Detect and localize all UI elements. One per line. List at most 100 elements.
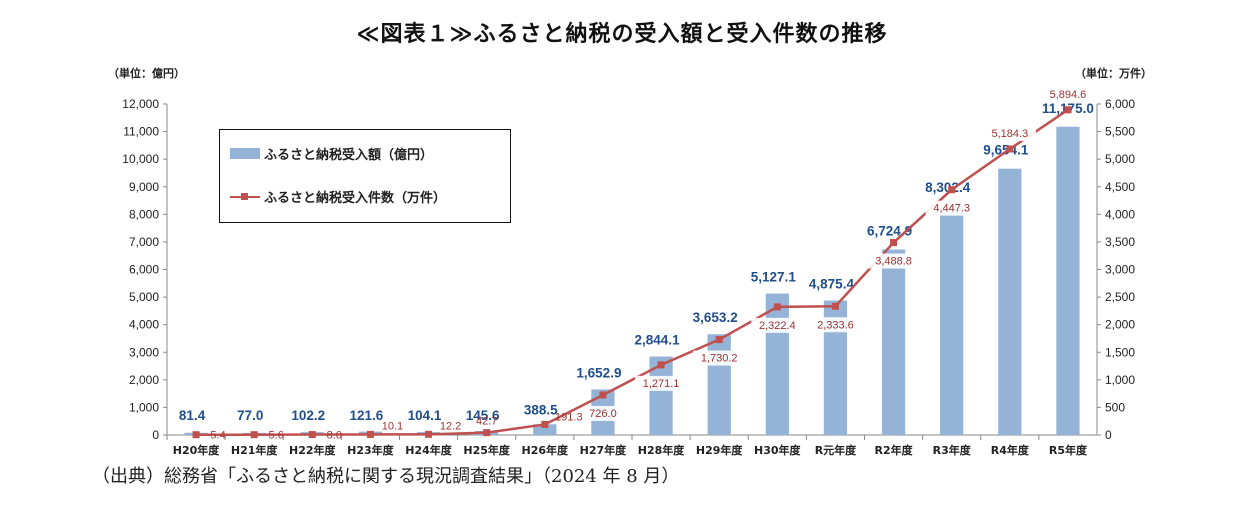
y-right-tick-label: 0 (1105, 428, 1112, 442)
bar (823, 300, 848, 435)
bar-value-label: 388.5 (524, 402, 558, 417)
legend-label-count: ふるさと納税受入件数（万件） (264, 191, 447, 206)
bar-value-label: 5,127.1 (751, 270, 797, 285)
y-left-tick-label: 4,000 (129, 318, 159, 332)
line-value-label: 726.0 (589, 408, 617, 420)
y-left-tick-label: 6,000 (129, 263, 159, 277)
line-value-label-bg (583, 405, 623, 421)
count-marker (541, 420, 549, 428)
bar-value-label: 1,652.9 (576, 365, 621, 380)
bar-value-label: 102.2 (291, 408, 325, 423)
y-left-tick-label: 11,000 (123, 125, 159, 139)
bar (707, 334, 731, 435)
line-value-label: 3,488.8 (875, 256, 912, 268)
line-value-label: 10.1 (382, 420, 403, 432)
y-left-tick-label: 8,000 (129, 207, 159, 221)
y-right-tick-label: 3,000 (1105, 263, 1135, 277)
x-tick-label: H21年度 (231, 443, 279, 457)
y-left-tick-label: 10,000 (122, 152, 159, 166)
line-value-label-bg (925, 200, 978, 216)
chart-title: ≪図表１≫ふるさと納税の受入額と受入件数の推移 (356, 22, 888, 47)
legend-bar-swatch (230, 148, 260, 159)
y-right-tick-label: 1,000 (1105, 373, 1135, 387)
y-right-unit-label: （単位：万件） (1075, 66, 1152, 80)
x-tick-label: H29年度 (696, 443, 744, 457)
count-marker (192, 431, 200, 439)
y-left-tick-label: 9,000 (129, 180, 159, 194)
line-value-label: 42.7 (476, 416, 497, 428)
y-right-tick-label: 1,500 (1105, 345, 1135, 359)
x-tick-label: R元年度 (815, 443, 857, 457)
legend-label-amount: ふるさと納税受入額（億円） (264, 148, 434, 163)
y-right-tick-label: 6,000 (1105, 97, 1135, 111)
count-marker (599, 391, 607, 399)
bar-value-label: 121.6 (350, 408, 384, 423)
y-left-tick-label: 2,000 (129, 373, 159, 387)
bar (940, 205, 964, 435)
y-left-tick-label: 1,000 (129, 400, 159, 414)
count-marker (890, 239, 898, 247)
line-value-label: 5.6 (269, 430, 284, 442)
x-tick-label: H28年度 (638, 443, 686, 457)
count-marker (1064, 106, 1072, 114)
y-right-tick-label: 4,500 (1105, 180, 1135, 194)
x-tick-label: R5年度 (1049, 443, 1088, 457)
x-tick-label: H26年度 (522, 443, 570, 457)
line-value-label: 5,894.6 (1050, 89, 1087, 101)
line-value-label: 8.0 (327, 430, 342, 442)
y-right-tick-label: 5,000 (1105, 152, 1135, 166)
tick-labels: （単位：億円） （単位：万件） 0 1,000 2,000 3,000 4,000 5,000… (108, 66, 1152, 457)
y-left-unit-label: （単位：億円） (108, 66, 185, 80)
y-left-tick-label: 7,000 (129, 235, 159, 249)
y-left-tick-label: 3,000 (129, 345, 159, 359)
legend-item-count: ふるさと納税受入件数（万件） (230, 187, 446, 206)
bar (533, 424, 557, 435)
legend-item-amount: ふるさと納税受入額（億円） (230, 144, 433, 163)
x-tick-label: H20年度 (173, 443, 221, 457)
x-tick-label: H24年度 (405, 443, 453, 457)
line-series (192, 106, 1072, 439)
y-right-tick-label: 3,500 (1105, 235, 1135, 249)
x-tick-label: H30年度 (754, 443, 802, 457)
x-tick-label: H23年度 (347, 443, 395, 457)
x-tick-label: H22年度 (289, 443, 337, 457)
x-tick-label: H27年度 (580, 443, 628, 457)
line-value-label: 5.4 (210, 430, 225, 442)
bar-value-label: 104.1 (408, 408, 442, 423)
count-marker (657, 361, 665, 369)
y-right-tick-label: 500 (1105, 400, 1125, 414)
line-value-label: 4,447.3 (933, 203, 970, 215)
count-marker (425, 430, 433, 438)
y-right-tick-label: 2,000 (1105, 318, 1135, 332)
y-right-tick-label: 2,500 (1105, 290, 1135, 304)
x-tick-label: H25年度 (463, 443, 511, 457)
line-value-label: 12.2 (440, 420, 461, 432)
line-value-label: 5,184.3 (991, 128, 1028, 140)
bar (1056, 126, 1080, 435)
bar-value-label: 3,653.2 (693, 310, 738, 325)
line-value-label-bg (983, 125, 1036, 141)
line-value-label: 2,322.4 (759, 320, 796, 332)
y-right-tick-label: 5,500 (1105, 125, 1135, 139)
y-left-tick-label: 12,000 (122, 97, 159, 111)
count-marker (366, 430, 374, 438)
bar-value-label: 77.0 (237, 408, 263, 423)
count-marker (773, 303, 781, 311)
bar (765, 293, 789, 435)
bar (998, 168, 1022, 435)
line-value-label: 191.3 (555, 411, 583, 423)
line-value-label: 1,271.1 (643, 378, 680, 390)
line-value-label-bg (751, 317, 804, 333)
count-marker (308, 431, 316, 439)
bar-value-label: 81.4 (179, 408, 206, 423)
line-value-label: 1,730.2 (701, 353, 738, 365)
y-right-tick-label: 4,000 (1105, 207, 1135, 221)
count-line (196, 108, 1069, 436)
count-marker (831, 302, 839, 310)
x-tick-label: R2年度 (875, 443, 914, 457)
count-marker (250, 431, 258, 439)
source-note: （出典）総務省「ふるさと納税に関する現況調査結果」（2024 年 8 月） (92, 466, 680, 487)
line-value-label-bg (634, 375, 688, 391)
count-marker (715, 336, 723, 344)
